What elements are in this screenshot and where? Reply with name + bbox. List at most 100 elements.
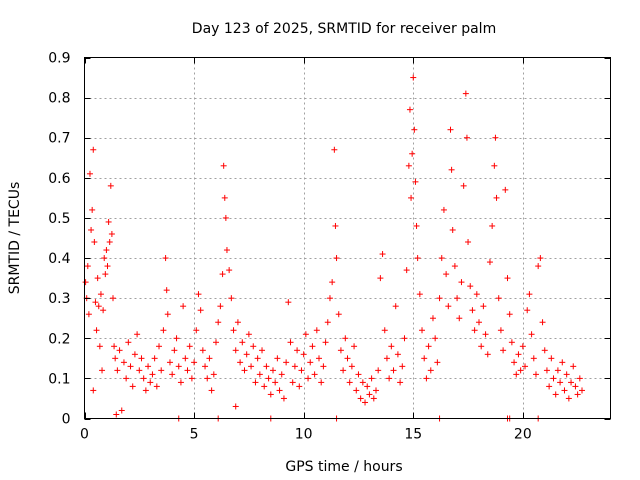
data-point (106, 239, 113, 246)
data-point (197, 307, 204, 314)
data-point (522, 363, 529, 370)
data-point (399, 363, 406, 370)
data-point (105, 218, 112, 225)
data-point (401, 335, 408, 342)
data-point (412, 178, 419, 185)
x-axis-label: GPS time / hours (285, 459, 402, 475)
data-point (302, 331, 309, 338)
data-point (364, 383, 371, 390)
data-point (234, 319, 241, 326)
data-point (421, 355, 428, 362)
data-point (114, 367, 121, 374)
data-point (427, 367, 434, 374)
data-point (285, 299, 292, 306)
data-point (465, 239, 472, 246)
data-point (513, 371, 520, 378)
data-point (368, 375, 375, 382)
data-point (530, 355, 537, 362)
data-point (296, 383, 303, 390)
data-point (458, 279, 465, 286)
data-point (116, 347, 123, 354)
data-points (82, 74, 586, 422)
data-point (462, 90, 469, 97)
data-point (210, 371, 217, 378)
data-point (223, 247, 230, 254)
data-point (311, 371, 318, 378)
data-point (550, 375, 557, 382)
data-point (96, 343, 103, 350)
data-point (316, 355, 323, 362)
data-point (375, 367, 382, 374)
y-tick-label: 0.7 (48, 131, 70, 147)
data-point (276, 387, 283, 394)
data-point (557, 379, 564, 386)
data-point (91, 239, 98, 246)
data-point (252, 379, 259, 386)
data-point (191, 359, 198, 366)
data-point (300, 351, 307, 358)
data-point (340, 367, 347, 374)
data-point (307, 359, 314, 366)
data-point (447, 126, 454, 133)
data-point (388, 343, 395, 350)
data-point (88, 226, 95, 233)
data-point (280, 395, 287, 402)
data-point (123, 375, 130, 382)
y-tick-label: 0 (62, 412, 71, 428)
x-tick-label: 0 (80, 427, 89, 443)
data-point (136, 367, 143, 374)
data-point (449, 226, 456, 233)
x-tick-labels: 0 5 10 15 20 (80, 427, 532, 443)
data-point (451, 263, 458, 270)
data-point (559, 359, 566, 366)
data-point (379, 251, 386, 258)
data-point (160, 327, 167, 334)
data-point (469, 307, 476, 314)
data-point (579, 387, 586, 394)
data-point (333, 255, 340, 262)
data-point (409, 150, 416, 157)
data-point (254, 355, 261, 362)
y-tick-label: 0.3 (48, 291, 70, 307)
data-point (454, 295, 461, 302)
data-point (460, 182, 467, 189)
data-point (381, 327, 388, 334)
data-point (500, 347, 507, 354)
data-point (86, 170, 93, 177)
y-tick-label: 0.6 (48, 171, 70, 187)
data-point (305, 375, 312, 382)
y-axis-label: SRMTID / TECUs (7, 182, 23, 295)
data-point (519, 343, 526, 350)
data-point (502, 186, 509, 193)
data-point (206, 355, 213, 362)
data-point (476, 319, 482, 326)
data-point (463, 134, 470, 141)
data-point (392, 303, 399, 310)
x-tick-label: 20 (514, 427, 532, 443)
data-point (173, 335, 180, 342)
data-point (486, 259, 493, 266)
data-point (526, 291, 533, 298)
data-point (287, 339, 294, 346)
data-point (202, 363, 209, 370)
data-point (353, 387, 360, 394)
data-point (175, 363, 182, 370)
data-point (267, 391, 274, 398)
data-point (497, 327, 504, 334)
data-point (383, 355, 390, 362)
data-point (149, 371, 156, 378)
data-point (95, 303, 102, 310)
data-point (107, 182, 114, 189)
data-point (357, 395, 364, 402)
x-tick-label: 10 (295, 427, 313, 443)
data-point (222, 214, 229, 221)
data-point (554, 367, 561, 374)
data-point (151, 355, 158, 362)
data-point (263, 363, 270, 370)
data-point (140, 375, 147, 382)
data-point (438, 255, 445, 262)
y-tick-labels: 0 0.1 0.2 0.3 0.4 0.5 0.6 0.7 0.8 0.9 (48, 51, 70, 428)
data-point (535, 263, 542, 270)
data-point (515, 351, 522, 358)
data-point (250, 343, 257, 350)
